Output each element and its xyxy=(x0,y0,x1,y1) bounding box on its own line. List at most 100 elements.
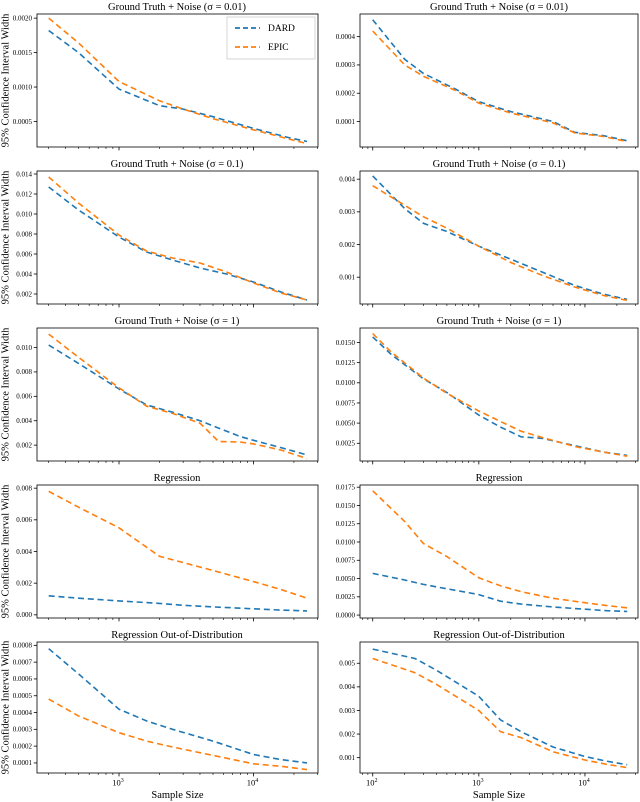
series-line-dard xyxy=(372,572,628,613)
y-tick-label: 0.004 xyxy=(339,175,355,183)
chart-title: Regression xyxy=(154,473,201,484)
chart-canvas: Ground Truth + Noise (σ = 1) 0.0020.0040… xyxy=(1,316,319,465)
y-axis-ticks: 0.000 0.002 0.004 0.006 0.008 xyxy=(16,484,37,619)
y-tick-label: 0.0003 xyxy=(336,61,356,69)
y-tick-label: 0.008 xyxy=(16,484,32,492)
axes-frame xyxy=(359,13,639,148)
y-tick-label: 0.002 xyxy=(16,290,32,298)
y-tick-label: 0.008 xyxy=(16,368,32,376)
plot-area: 0.0000 0.0025 0.0050 0.0075 0.0100 0.0125 0.01… xyxy=(336,483,639,622)
y-tick-label: 0.002 xyxy=(16,441,32,449)
y-axis-label: 95% Confidence Interval Width xyxy=(1,327,12,462)
x-tick-label: 104 xyxy=(247,778,259,788)
y-tick-label: 0.0075 xyxy=(336,557,356,565)
chart-title: Regression Out-of-Distribution xyxy=(111,630,243,641)
y-tick-label: 0.001 xyxy=(339,274,355,282)
x-axis-label: Sample Size xyxy=(473,790,526,801)
y-axis-ticks: 0.0025 0.0050 0.0075 0.0100 0.0125 0.0150 xyxy=(336,339,360,448)
plot-area: 0.001 0.002 0.003 0.004 0.005 102 103 104 Sample… xyxy=(339,641,639,801)
y-tick-label: 0.012 xyxy=(16,190,32,198)
legend-box xyxy=(226,16,316,60)
y-tick-label: 0.003 xyxy=(339,208,355,216)
axes-frame xyxy=(359,327,639,462)
y-tick-label: 0.002 xyxy=(339,241,355,249)
y-tick-label: 0.000 xyxy=(16,611,32,619)
y-tick-label: 0.0100 xyxy=(336,538,356,546)
axes-frame xyxy=(359,484,639,619)
legend-label-epic: EPIC xyxy=(268,43,289,53)
chart-title: Regression Out-of-Distribution xyxy=(433,630,565,641)
x-axis-ticks xyxy=(48,147,318,151)
x-tick-label: 103 xyxy=(112,778,124,788)
y-tick-label: 0.0005 xyxy=(13,118,33,126)
series-line-dard xyxy=(48,595,308,612)
y-tick-label: 0.0004 xyxy=(336,33,356,41)
y-tick-label: 0.0050 xyxy=(336,575,356,583)
subplot-gt-noise-1-right: Ground Truth + Noise (σ = 1) 0.0025 0.005… xyxy=(320,314,640,471)
y-tick-label: 0.0100 xyxy=(336,379,356,387)
y-tick-label: 0.004 xyxy=(16,548,32,556)
y-tick-label: 0.0001 xyxy=(336,118,356,126)
y-tick-label: 0.006 xyxy=(16,393,32,401)
y-axis-ticks: 0.0001 0.0002 0.0003 0.0004 xyxy=(336,33,360,126)
y-tick-label: 0.014 xyxy=(16,170,32,178)
series-line-epic xyxy=(48,333,308,460)
axes-frame xyxy=(36,13,319,148)
legend-label-dard: DARD xyxy=(268,24,295,34)
axes-frame xyxy=(36,327,319,462)
y-tick-label: 0.003 xyxy=(339,707,355,715)
series-line-epic xyxy=(372,657,628,769)
y-axis-label: 95% Confidence Interval Width xyxy=(1,640,12,775)
chart-title: Ground Truth + Noise (σ = 0.1) xyxy=(111,159,244,170)
subplot-gt-noise-0p01-left: Ground Truth + Noise (σ = 0.01) 0.0005 0.… xyxy=(0,0,320,157)
y-tick-label: 0.0002 xyxy=(13,742,33,750)
axes-frame xyxy=(36,641,319,774)
y-tick-label: 0.0025 xyxy=(336,440,356,448)
series-line-epic xyxy=(48,698,308,771)
y-tick-label: 0.0000 xyxy=(336,611,356,619)
series-line-dard xyxy=(48,648,308,764)
y-tick-label: 0.0002 xyxy=(336,90,356,98)
x-axis-ticks: 102 103 104 xyxy=(362,773,636,788)
x-axis-ticks xyxy=(48,461,318,465)
series-line-dard xyxy=(48,186,308,301)
x-axis-ticks xyxy=(362,618,636,622)
y-axis-ticks: 0.0005 0.0010 0.0015 0.0020 xyxy=(13,14,37,126)
series-line-dard xyxy=(372,336,628,457)
chart-title: Ground Truth + Noise (σ = 1) xyxy=(437,316,562,327)
y-axis-ticks: 0.001 0.002 0.003 0.004 xyxy=(339,175,360,282)
chart-canvas: Regression Out-of-Distribution 0.0001 0.0… xyxy=(1,630,319,801)
subplot-regression-right: Regression 0.0000 0.0025 0.0050 0.0075 0.010… xyxy=(320,471,640,628)
subplot-regression-ood-left: Regression Out-of-Distribution 0.0001 0.0… xyxy=(0,628,320,802)
y-tick-label: 0.006 xyxy=(16,250,32,258)
y-axis-label: 95% Confidence Interval Width xyxy=(1,170,12,305)
x-axis-ticks: 103 104 xyxy=(48,773,318,788)
series-line-epic xyxy=(372,490,628,609)
chart-canvas: Regression 0.0000 0.0025 0.0050 0.0075 0.010… xyxy=(336,473,639,622)
x-axis-ticks xyxy=(362,461,636,465)
axes-frame xyxy=(359,641,639,774)
chart-canvas: Ground Truth + Noise (σ = 0.1) 0.0010.00… xyxy=(339,159,639,308)
series-line-dard xyxy=(372,19,628,142)
y-tick-label: 0.0004 xyxy=(13,709,33,717)
chart-title: Ground Truth + Noise (σ = 0.01) xyxy=(430,2,568,13)
series-line-epic xyxy=(48,490,308,599)
y-axis-ticks: 0.001 0.002 0.003 0.004 0.005 xyxy=(339,660,360,762)
y-tick-label: 0.004 xyxy=(16,417,32,425)
series-line-dard xyxy=(372,648,628,766)
x-axis-ticks xyxy=(362,304,636,308)
y-tick-label: 0.0025 xyxy=(336,593,356,601)
y-tick-label: 0.0006 xyxy=(13,675,33,683)
y-tick-label: 0.0001 xyxy=(13,759,33,767)
chart-canvas: Ground Truth + Noise (σ = 0.01) 0.00010.… xyxy=(336,2,639,151)
subplot-regression-left: Regression 0.000 0.002 0.004 0.006 0.008 95% … xyxy=(0,471,320,628)
y-tick-label: 0.004 xyxy=(339,683,355,691)
plot-area: 0.000 0.002 0.004 0.006 0.008 95% Confidence … xyxy=(1,484,319,622)
y-tick-label: 0.0125 xyxy=(336,520,356,528)
x-axis-ticks xyxy=(48,304,318,308)
y-tick-label: 0.0150 xyxy=(336,502,356,510)
subplot-regression-ood-right: Regression Out-of-Distribution 0.001 0.00… xyxy=(320,628,640,802)
subplot-gt-noise-0p1-left: Ground Truth + Noise (σ = 0.1) 0.002 0.00… xyxy=(0,157,320,314)
axes-frame xyxy=(359,170,639,305)
